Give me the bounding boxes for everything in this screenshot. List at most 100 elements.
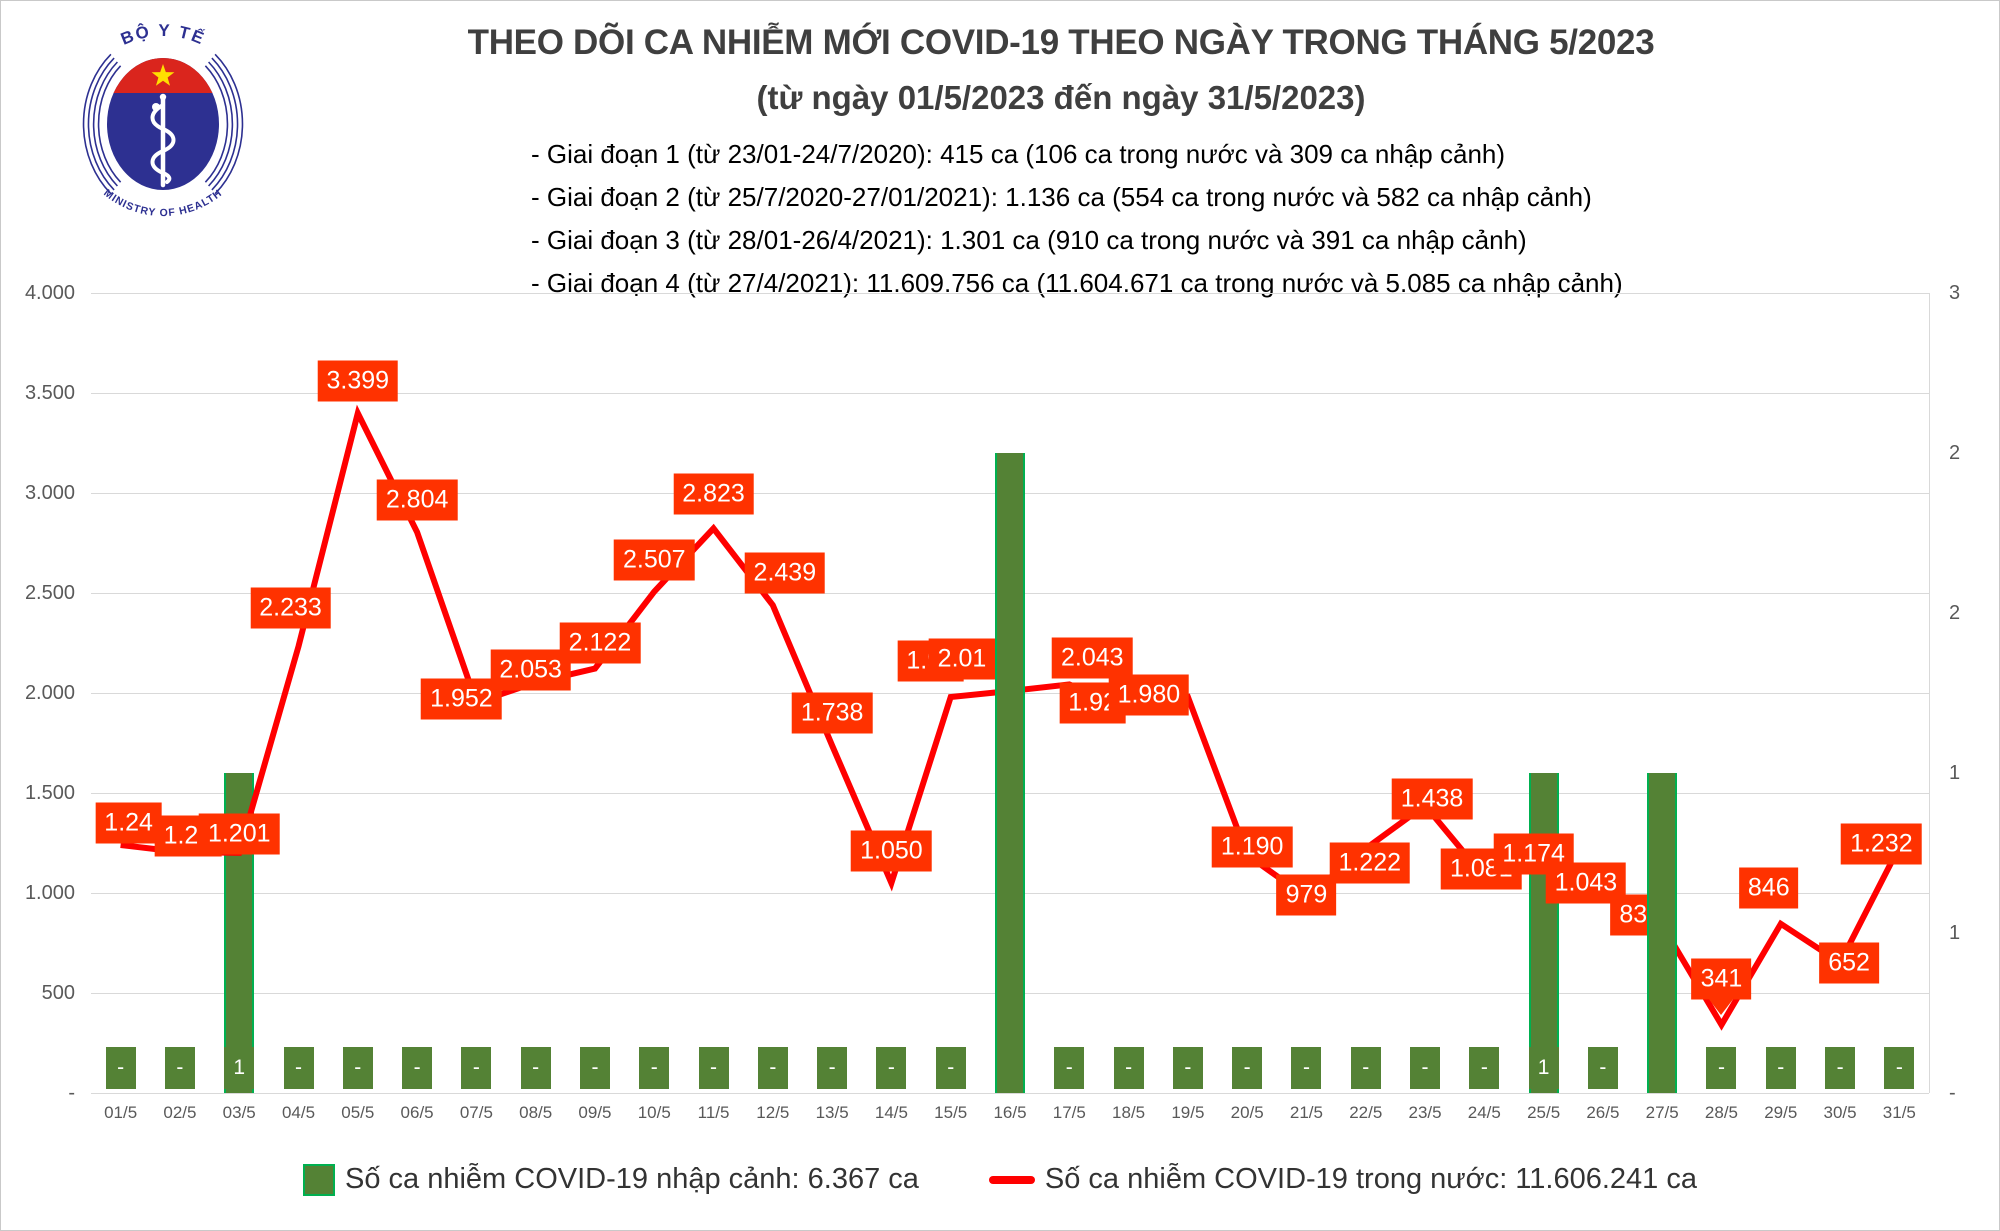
right-axis-label: 1 bbox=[1949, 922, 1961, 944]
y-axis-label: 3.000 bbox=[24, 482, 75, 504]
y-axis-label: 3.500 bbox=[24, 382, 75, 404]
bar bbox=[995, 453, 1025, 1093]
data-label: 1.952 bbox=[421, 678, 502, 720]
ministry-of-health-logo: BỘ Y TẾ MINISTRY OF HEALTH bbox=[82, 21, 244, 219]
data-label: 1.980 bbox=[1108, 674, 1190, 716]
logo-side-arcs bbox=[82, 53, 244, 195]
x-axis-label: 07/5 bbox=[459, 1103, 493, 1122]
x-axis-label: 18/5 bbox=[1112, 1103, 1146, 1122]
x-axis-label: 27/5 bbox=[1645, 1103, 1679, 1122]
legend-domestic-label: Số ca nhiễm COVID-19 trong nước: 11.606.… bbox=[1044, 1163, 1697, 1195]
bar-value-box: - bbox=[1587, 1047, 1618, 1089]
phase-line-3: - Giai đoạn 3 (từ 28/01-26/4/2021): 1.30… bbox=[531, 225, 1527, 255]
x-axis-label: 10/5 bbox=[637, 1103, 671, 1122]
x-axis-label: 19/5 bbox=[1171, 1103, 1205, 1122]
phase-line-2: - Giai đoạn 2 (từ 25/7/2020-27/01/2021):… bbox=[531, 182, 1592, 212]
x-axis-label: 09/5 bbox=[578, 1103, 612, 1122]
x-axis-label: 20/5 bbox=[1230, 1103, 1264, 1122]
bar-value-box: 1 bbox=[224, 1047, 255, 1089]
bar-value-box: - bbox=[1350, 1047, 1381, 1089]
data-label: 2.804 bbox=[376, 479, 458, 521]
x-axis-label: 15/5 bbox=[934, 1103, 968, 1122]
bar-value-box: - bbox=[1232, 1047, 1263, 1089]
bar-value-box: - bbox=[1410, 1047, 1441, 1089]
data-label: 2.507 bbox=[613, 539, 695, 581]
bar-value-box: - bbox=[1469, 1047, 1500, 1089]
y-axis-label: 4.000 bbox=[24, 282, 75, 304]
x-axis-label: 23/5 bbox=[1408, 1103, 1442, 1122]
y-axis-label: 2.500 bbox=[24, 582, 75, 604]
bar-value-box: - bbox=[1765, 1047, 1796, 1089]
bar-value-box: - bbox=[342, 1047, 373, 1089]
bar-value-box: - bbox=[1113, 1047, 1144, 1089]
gridline bbox=[91, 292, 1929, 294]
bar bbox=[1647, 773, 1678, 1093]
data-label: 1.438 bbox=[1391, 778, 1473, 820]
data-label: 2.233 bbox=[250, 587, 331, 629]
x-axis-label: 17/5 bbox=[1052, 1103, 1086, 1122]
bar bbox=[1528, 773, 1559, 1093]
phase-line-1: - Giai đoạn 1 (từ 23/01-24/7/2020): 415 … bbox=[531, 139, 1506, 169]
right-axis-label: 2 bbox=[1949, 602, 1961, 624]
x-axis-label: 11/5 bbox=[697, 1103, 730, 1122]
data-label-pointer bbox=[1708, 997, 1735, 1015]
data-label: 2.122 bbox=[559, 622, 641, 664]
phase-summary-block: - Giai đoạn 1 (từ 23/01-24/7/2020): 415 … bbox=[531, 133, 1623, 305]
imported-bar-swatch-icon bbox=[303, 1163, 335, 1196]
y-axis-label: 500 bbox=[41, 982, 75, 1004]
bar-value-box: 1 bbox=[1528, 1047, 1559, 1089]
data-label: 1.738 bbox=[791, 692, 873, 734]
legend-imported-label: Số ca nhiễm COVID-19 nhập cảnh: 6.367 ca bbox=[345, 1163, 919, 1195]
logo-star-icon bbox=[151, 64, 175, 86]
x-axis-label: 05/5 bbox=[341, 1103, 375, 1122]
data-label: 1.043 bbox=[1545, 862, 1627, 904]
bar-value-box: - bbox=[1054, 1047, 1085, 1089]
gridline bbox=[91, 392, 1929, 394]
bar-value-box: - bbox=[283, 1047, 314, 1089]
bar-value-box: - bbox=[1172, 1047, 1203, 1089]
chart-title: THEO DÕI CA NHIỄM MỚI COVID-19 THEO NGÀY… bbox=[467, 23, 1655, 62]
chart-legend: Số ca nhiễm COVID-19 nhập cảnh: 6.367 ca… bbox=[1, 1163, 1999, 1196]
data-label: 1.232 bbox=[1841, 823, 1922, 865]
data-label: 1.222 bbox=[1329, 842, 1411, 884]
data-label: 2.439 bbox=[744, 552, 826, 594]
y-axis-label: - bbox=[68, 1082, 75, 1104]
bar-value-box: - bbox=[1884, 1047, 1915, 1089]
right-axis-label: 1 bbox=[1949, 762, 1961, 784]
x-axis-label: 26/5 bbox=[1586, 1103, 1620, 1122]
x-axis-label: 30/5 bbox=[1823, 1103, 1857, 1122]
x-axis-label: 01/5 bbox=[104, 1103, 138, 1122]
x-axis-label: 31/5 bbox=[1882, 1103, 1916, 1122]
x-axis-label: 08/5 bbox=[519, 1103, 553, 1122]
x-axis-label: 03/5 bbox=[222, 1103, 256, 1122]
data-label: 1.24 bbox=[95, 802, 162, 844]
data-label: 2.01 bbox=[928, 638, 996, 680]
data-label: 1.050 bbox=[851, 830, 932, 872]
data-label: 341 bbox=[1691, 958, 1752, 1000]
data-label: 2.053 bbox=[490, 649, 571, 691]
bar-value-box: - bbox=[757, 1047, 788, 1089]
bar-value-box: - bbox=[164, 1047, 195, 1089]
legend-item-imported: Số ca nhiễm COVID-19 nhập cảnh: 6.367 ca bbox=[303, 1163, 919, 1196]
x-axis-label: 06/5 bbox=[400, 1103, 434, 1122]
x-axis-label: 24/5 bbox=[1467, 1103, 1501, 1122]
bar-value-box: - bbox=[639, 1047, 670, 1089]
x-axis-label: 22/5 bbox=[1349, 1103, 1383, 1122]
bar-value-box: - bbox=[817, 1047, 848, 1089]
y-axis-label: 1.000 bbox=[24, 882, 75, 904]
bar-value-box: - bbox=[461, 1047, 492, 1089]
x-axis-label: 04/5 bbox=[281, 1103, 316, 1122]
bar-value-box: - bbox=[1706, 1047, 1737, 1089]
y-axis-label: 2.000 bbox=[24, 682, 75, 704]
data-label: 979 bbox=[1276, 874, 1337, 916]
x-axis-label: 02/5 bbox=[163, 1103, 197, 1122]
x-axis-label: 14/5 bbox=[874, 1103, 908, 1122]
x-axis-label: 16/5 bbox=[993, 1103, 1027, 1122]
x-axis-label: 25/5 bbox=[1527, 1103, 1561, 1122]
right-axis-label: 2 bbox=[1949, 442, 1961, 464]
bar-value-box: - bbox=[876, 1047, 907, 1089]
data-label: 1.201 bbox=[198, 813, 280, 855]
bar-value-box: - bbox=[935, 1047, 966, 1089]
data-label: 1.190 bbox=[1211, 826, 1293, 868]
